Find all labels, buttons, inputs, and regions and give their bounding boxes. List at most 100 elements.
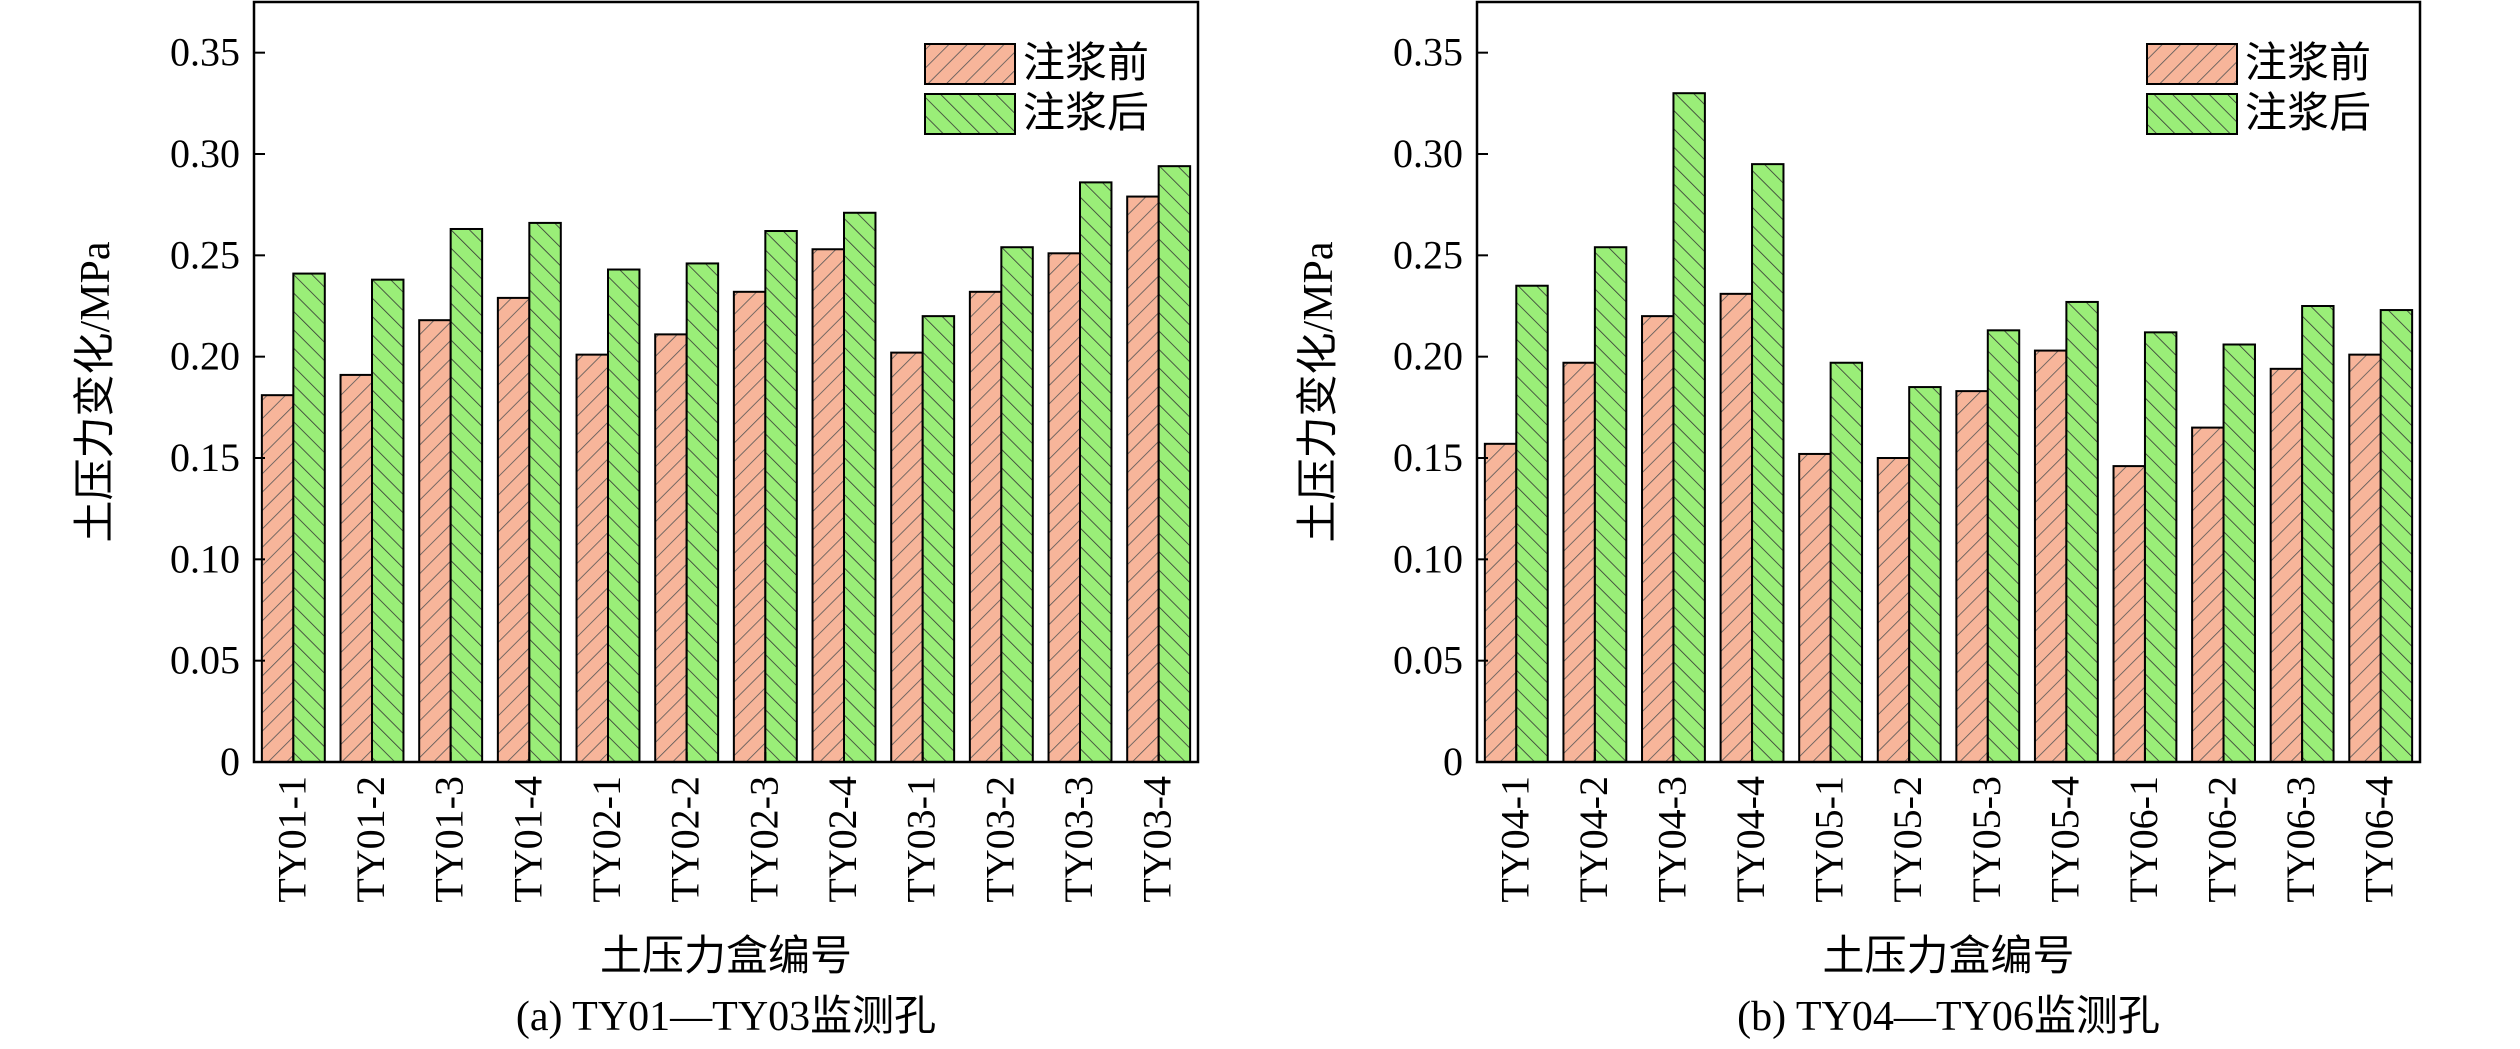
legend-swatch-before xyxy=(924,43,1016,85)
x-tick-label: TY03-1 xyxy=(899,776,944,903)
bar-after xyxy=(2222,343,2256,763)
x-tick-label: TY05-1 xyxy=(1807,776,1852,903)
bar-before xyxy=(418,319,452,763)
y-tick-label: 0.20 xyxy=(170,334,240,379)
x-tick-label: TY06-3 xyxy=(2278,776,2323,903)
x-tick-label: TY03-2 xyxy=(977,776,1022,903)
y-tick-label: 0 xyxy=(220,739,240,784)
y-tick-label: 0.10 xyxy=(170,536,240,581)
y-tick-label: 0.05 xyxy=(1393,638,1463,683)
bar-after xyxy=(1157,165,1192,764)
bar-before xyxy=(575,353,609,763)
bar-before xyxy=(1641,315,1675,763)
x-tick-label: TY02-3 xyxy=(741,776,786,903)
bar-after xyxy=(2379,309,2414,763)
bar-before xyxy=(1047,252,1081,763)
chart-panel-a: TY01-1 TY01-2 TY01-3 TY01-4 TY02-1 TY02-2 TY02… xyxy=(72,0,1200,1040)
bar-after xyxy=(2065,300,2099,763)
bar-before xyxy=(1483,442,1518,763)
y-tick-label: 0.15 xyxy=(170,435,240,480)
y-tick-label: 0.25 xyxy=(170,232,240,277)
bar-after xyxy=(607,268,641,763)
x-tick-label: TY04-4 xyxy=(1728,776,1773,903)
bar-before xyxy=(1719,292,1754,763)
bar-before xyxy=(811,248,845,763)
bar-after xyxy=(1079,181,1113,763)
chart-panel-b: TY04-1 TY04-2 TY04-3 TY04-4 TY05-1 TY05-2 TY05… xyxy=(1295,0,2422,1040)
bar-before xyxy=(339,373,373,763)
x-tick-label: TY02-1 xyxy=(584,776,629,903)
bar-after xyxy=(1908,386,1942,763)
plot-frame xyxy=(252,0,1200,764)
legend-swatch-before xyxy=(2146,43,2238,85)
y-tick-label: 0.20 xyxy=(1393,334,1463,379)
legend-label-before: 注浆前 xyxy=(2245,40,2371,87)
bar-after xyxy=(1593,246,1628,763)
legend-swatch-after xyxy=(924,93,1016,135)
x-tick-label: TY01-4 xyxy=(505,776,550,903)
bar-before xyxy=(968,290,1003,763)
y-tick-label: 0.30 xyxy=(170,131,240,176)
bar-after xyxy=(528,221,562,763)
bar-before xyxy=(496,296,531,763)
y-tick-label: 0.35 xyxy=(170,30,240,75)
bar-after xyxy=(292,272,326,763)
bar-before xyxy=(2269,367,2304,763)
bar-after xyxy=(1515,284,1549,763)
bar-before xyxy=(1126,195,1160,763)
x-tick-label: TY05-4 xyxy=(2042,776,2087,903)
x-tick-label: TY06-4 xyxy=(2357,776,2402,903)
x-tick-label: TY02-2 xyxy=(663,776,708,903)
x-tick-label: TY05-3 xyxy=(1964,776,2009,903)
bar-after xyxy=(371,278,405,763)
x-tick-label: TY04-3 xyxy=(1649,776,1694,903)
bar-after xyxy=(685,262,720,763)
bar-after xyxy=(1672,92,1706,763)
x-tick-label: TY06-1 xyxy=(2121,776,2166,903)
legend-label-before: 注浆前 xyxy=(1023,40,1149,87)
y-tick-label: 0.15 xyxy=(1393,435,1463,480)
x-tick-label: TY01-1 xyxy=(269,776,314,903)
bar-before xyxy=(1876,457,1911,763)
x-tick-label: TY04-2 xyxy=(1571,776,1616,903)
y-tick-label: 0.05 xyxy=(170,638,240,683)
bar-after xyxy=(1000,246,1034,763)
bar-before xyxy=(1562,361,1596,763)
bar-after xyxy=(2143,331,2178,763)
bar-after xyxy=(1829,361,1864,763)
bar-before xyxy=(2112,465,2146,763)
bar-before xyxy=(260,394,295,763)
bar-after xyxy=(843,211,877,764)
bar-before xyxy=(2348,353,2382,763)
bar-before xyxy=(890,351,924,763)
figure-caption: (b) TY04—TY06监测孔 xyxy=(1737,994,2160,1040)
x-tick-label: TY02-4 xyxy=(820,776,865,903)
y-axis-label: 土压力变化/MPa xyxy=(1295,241,1342,542)
legend-label-after: 注浆后 xyxy=(2245,90,2371,137)
y-tick-label: 0.25 xyxy=(1393,232,1463,277)
bar-before xyxy=(2191,426,2225,763)
x-axis-label: 土压力盒编号 xyxy=(600,933,852,980)
x-tick-label: TY04-1 xyxy=(1492,776,1537,903)
plot-frame xyxy=(1475,0,2422,764)
bar-before xyxy=(1798,452,1832,763)
figure-caption: (a) TY01—TY03监测孔 xyxy=(516,994,936,1040)
legend-label-after: 注浆后 xyxy=(1023,90,1149,137)
bar-after xyxy=(764,230,798,764)
legend-swatch-after xyxy=(2146,93,2238,135)
x-tick-label: TY01-3 xyxy=(427,776,472,903)
y-tick-label: 0.10 xyxy=(1393,536,1463,581)
y-axis-label: 土压力变化/MPa xyxy=(72,241,119,542)
bar-after xyxy=(2301,305,2335,763)
x-tick-label: TY06-2 xyxy=(2200,776,2245,903)
bar-after xyxy=(921,315,956,763)
y-tick-label: 0.35 xyxy=(1393,30,1463,75)
bar-before xyxy=(654,333,688,763)
bar-after xyxy=(449,227,484,763)
x-axis-label: 土压力盒编号 xyxy=(1822,933,2074,980)
bar-after xyxy=(1751,163,1785,763)
bar-before xyxy=(732,290,767,763)
y-tick-label: 0.30 xyxy=(1393,131,1463,176)
